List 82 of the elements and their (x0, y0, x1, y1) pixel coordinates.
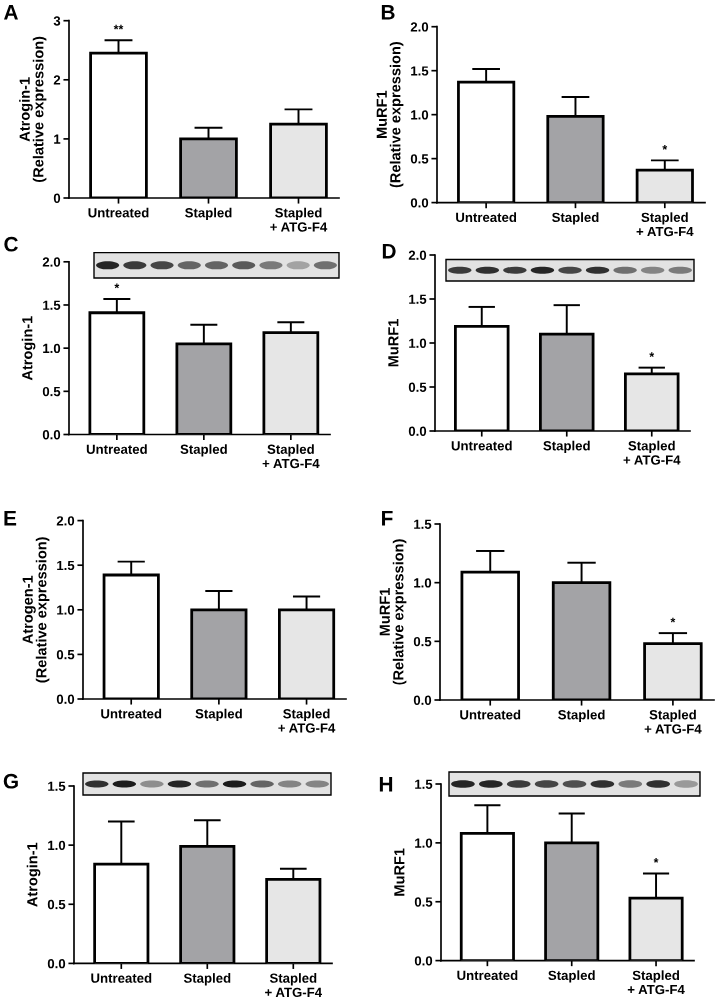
x-tick-label: Stapled (543, 440, 590, 454)
chart-title: H (379, 777, 393, 792)
y-tick-label: 3 (53, 16, 61, 26)
y-tick-label: 1.0 (415, 838, 433, 848)
y-tick-label: 1.0 (409, 338, 427, 348)
x-tick-label: Stapled (180, 444, 227, 457)
y-tick-label: 1.5 (411, 66, 429, 76)
y-tick-label: 0.0 (42, 430, 61, 440)
x-tick-label: Stapled + ATG-F4 (262, 444, 320, 469)
chart-title: C (4, 236, 18, 252)
x-tick-label: Stapled + ATG-F4 (623, 440, 681, 465)
x-tick-label: Stapled (548, 970, 595, 983)
y-tick-label: 1.5 (414, 519, 432, 529)
y-tick-label: 0.0 (414, 956, 433, 966)
chart-title: E (4, 511, 17, 526)
x-tick-label: Stapled (185, 207, 232, 221)
y-tick-label: 1.5 (43, 300, 61, 310)
y-tick-label: 0.0 (413, 695, 432, 705)
y-tick-label: 1.0 (414, 578, 432, 588)
y-axis-title: Atrogin-1 (21, 316, 36, 381)
y-axis-title: MuRF1 (388, 319, 399, 367)
y-tick-label: 2.0 (410, 22, 429, 32)
x-tick-label: Stapled (558, 709, 605, 723)
y-tick-label: 0.5 (414, 897, 433, 907)
x-tick-label: Stapled + ATG-F4 (265, 973, 322, 998)
y-tick-label: 2 (53, 75, 61, 85)
x-tick-label: Untreated (456, 212, 517, 223)
annotation: * (114, 283, 120, 289)
x-tick-label: Untreated (101, 708, 162, 719)
x-tick-label: Untreated (451, 440, 512, 451)
y-tick-label: 1.0 (57, 605, 75, 615)
chart-title: G (3, 773, 18, 789)
y-tick-label: 2.0 (408, 250, 427, 260)
x-tick-label: Stapled + ATG-F4 (627, 970, 685, 995)
y-tick-label: 0.5 (47, 899, 66, 910)
y-tick-label: 2.0 (56, 516, 75, 526)
x-tick-label: Stapled (195, 708, 242, 722)
y-tick-label: 0.5 (408, 382, 427, 392)
y-tick-label: 1.5 (415, 779, 433, 789)
x-tick-label: Untreated (91, 973, 152, 983)
y-axis-title: MuRF1 (394, 848, 405, 896)
x-tick-label: Untreated (457, 970, 518, 981)
y-tick-label: 1.0 (43, 343, 61, 354)
annotation: * (649, 352, 655, 357)
chart-title: D (382, 244, 396, 259)
y-tick-label: 0.0 (56, 694, 75, 704)
x-tick-label: Stapled + ATG-F4 (636, 212, 694, 237)
annotation: * (653, 858, 659, 863)
y-axis-title: Atrogen-1 (Relative expression) (22, 537, 50, 683)
x-tick-label: Stapled + ATG-F4 (278, 708, 336, 733)
annotation: * (662, 145, 668, 150)
y-tick-label: 0.5 (413, 636, 432, 647)
y-tick-label: 1 (54, 134, 61, 144)
y-tick-label: 1.0 (411, 110, 429, 120)
annotation: ** (113, 24, 124, 30)
x-tick-label: Untreated (88, 207, 149, 218)
y-tick-label: 0.5 (410, 154, 429, 164)
x-tick-label: Stapled + ATG-F4 (270, 207, 328, 232)
y-tick-label: 1.5 (48, 781, 66, 791)
y-tick-label: 1.5 (409, 294, 427, 304)
chart-title: A (3, 5, 18, 20)
x-tick-label: Untreated (460, 709, 521, 720)
y-axis-title: Atrogin-1 (26, 842, 41, 907)
y-axis-title: MuRF1 (Relative expression) (379, 539, 407, 685)
y-tick-label: 1.0 (48, 840, 66, 851)
x-tick-label: Stapled (552, 212, 599, 225)
y-tick-label: 2.0 (42, 257, 61, 267)
y-tick-label: 0.0 (408, 426, 427, 436)
y-tick-label: 1.5 (57, 560, 75, 571)
y-tick-label: 0.0 (410, 198, 429, 208)
x-tick-label: Untreated (86, 444, 147, 454)
annotation: * (670, 617, 676, 623)
x-tick-label: Stapled + ATG-F4 (644, 709, 702, 734)
y-tick-label: 0.0 (47, 958, 66, 969)
y-axis-title: MuRF1 (Relative expression) (376, 42, 404, 188)
chart-title: B (381, 5, 395, 20)
y-tick-label: 0 (53, 193, 61, 203)
y-tick-label: 0.5 (42, 386, 61, 397)
chart-title: F (382, 511, 393, 526)
y-tick-label: 0.5 (56, 649, 75, 660)
x-tick-label: Stapled (183, 973, 231, 986)
y-axis-title: Atrogin-1 (Relative expression) (19, 36, 47, 182)
